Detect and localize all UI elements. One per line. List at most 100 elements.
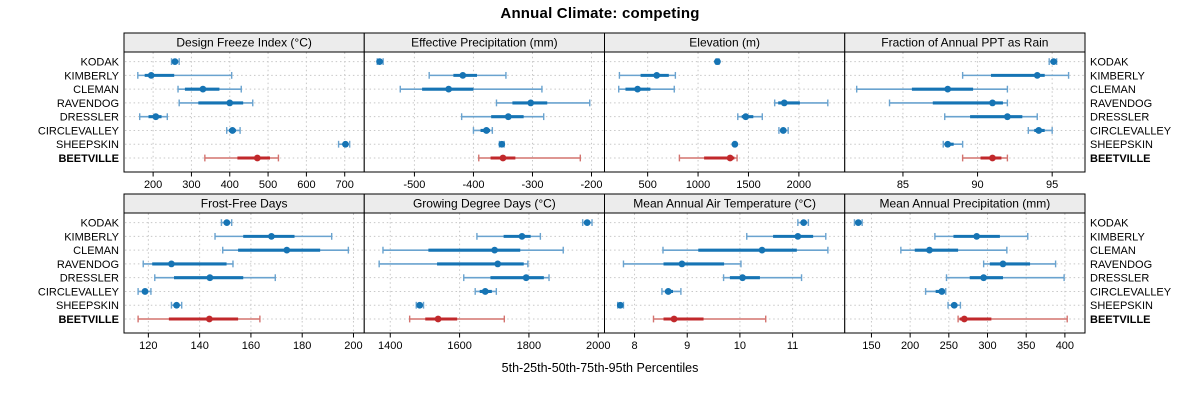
series-sheepskin xyxy=(942,140,964,148)
median-dot xyxy=(342,140,349,148)
tick-label: 600 xyxy=(297,179,315,191)
tick-label: 85 xyxy=(897,179,909,191)
panel-bg xyxy=(604,51,846,173)
series-sheepskin xyxy=(731,140,739,148)
panel-bg xyxy=(604,212,846,334)
median-dot xyxy=(989,154,996,162)
panel-bg xyxy=(363,212,605,334)
series-ravendog xyxy=(495,99,591,107)
median-dot xyxy=(950,301,958,309)
tick-label: -300 xyxy=(521,179,543,191)
median-dot xyxy=(616,301,624,309)
median-dot xyxy=(1050,58,1058,65)
site-label-left: CLEMAN xyxy=(73,245,119,257)
median-dot xyxy=(583,219,591,227)
tick-label: 200 xyxy=(901,340,919,352)
site-label-right: CIRCLEVALLEY xyxy=(1090,286,1172,298)
site-label-left: CIRCLEVALLEY xyxy=(38,125,120,137)
panel-mean-annual-precipitation-mm: Mean Annual Precipitation (mm) 150 200 250 3… xyxy=(844,193,1086,352)
median-dot xyxy=(758,246,766,254)
median-dot xyxy=(726,154,734,162)
series-circlevalley xyxy=(778,127,789,134)
series-cleman xyxy=(900,246,1008,254)
tick-label: 400 xyxy=(221,179,239,191)
site-label-right: BEETVILLE xyxy=(1090,153,1151,165)
median-dot xyxy=(1004,113,1011,121)
tick-label: 500 xyxy=(259,179,277,191)
median-dot xyxy=(253,154,261,162)
tick-label: 2000 xyxy=(787,179,811,191)
site-label-left: KIMBERLY xyxy=(64,231,119,243)
series-cleman xyxy=(177,85,242,93)
median-dot xyxy=(944,140,952,148)
series-kodak xyxy=(1048,58,1058,65)
median-dot xyxy=(739,274,746,282)
site-label-right: KODAK xyxy=(1090,218,1129,230)
median-dot xyxy=(498,140,506,148)
panel-bg xyxy=(844,212,1086,334)
series-circlevalley xyxy=(472,127,494,134)
series-kodak xyxy=(581,219,593,227)
site-label-right: DRESSLER xyxy=(1090,112,1149,124)
tick-label: 1000 xyxy=(686,179,710,191)
median-dot xyxy=(779,127,787,134)
median-dot xyxy=(731,140,739,148)
median-dot xyxy=(980,274,988,282)
site-label-right: CIRCLEVALLEY xyxy=(1090,125,1172,137)
median-dot xyxy=(173,301,180,309)
median-dot xyxy=(141,288,149,295)
series-kimberly xyxy=(137,71,233,79)
tick-label: 250 xyxy=(940,340,958,352)
series-sheepskin xyxy=(616,301,625,309)
median-dot xyxy=(938,288,946,295)
tick-label: 300 xyxy=(978,340,996,352)
median-dot xyxy=(653,71,661,79)
median-dot xyxy=(973,232,981,240)
series-sheepskin xyxy=(498,140,506,148)
median-dot xyxy=(780,99,788,107)
series-beetville xyxy=(478,154,581,162)
strip-title: Mean Annual Precipitation (mm) xyxy=(880,197,1051,211)
series-kodak xyxy=(170,58,180,65)
tick-label: 500 xyxy=(638,179,656,191)
series-dressler xyxy=(737,113,763,121)
panel-bg xyxy=(123,51,365,173)
series-kimberly xyxy=(428,71,507,79)
median-dot xyxy=(223,219,231,227)
tick-label: 300 xyxy=(182,179,200,191)
panel-growing-degree-days-c: Growing Degree Days (°C) 1400 1600 1800 2000 xyxy=(363,193,611,352)
median-dot xyxy=(522,274,530,282)
strip-title: Growing Degree Days (°C) xyxy=(413,197,556,211)
series-cleman xyxy=(382,246,564,254)
median-dot xyxy=(491,246,499,254)
tick-label: 95 xyxy=(1046,179,1058,191)
tick-label: 200 xyxy=(144,179,162,191)
site-label-left: DRESSLER xyxy=(60,273,119,285)
series-dressler xyxy=(463,274,550,282)
series-kimberly xyxy=(618,71,677,79)
median-dot xyxy=(226,99,234,107)
tick-label: 90 xyxy=(971,179,983,191)
series-kodak xyxy=(714,58,721,65)
tick-label: -500 xyxy=(403,179,425,191)
site-label-left: BEETVILLE xyxy=(58,314,119,326)
tick-label: 200 xyxy=(344,340,362,352)
site-label-left: KODAK xyxy=(80,57,119,69)
median-dot xyxy=(944,85,952,93)
panel-bg xyxy=(123,212,365,334)
median-dot xyxy=(152,113,160,121)
site-label-right: SHEEPSKIN xyxy=(1090,139,1153,151)
site-label-right: KODAK xyxy=(1090,57,1129,69)
series-beetville xyxy=(957,315,1068,323)
series-sheepskin xyxy=(170,301,183,309)
median-dot xyxy=(518,232,526,240)
series-beetville xyxy=(961,154,1009,162)
median-dot xyxy=(714,58,721,65)
site-label-left: CIRCLEVALLEY xyxy=(38,286,120,298)
series-circlevalley xyxy=(225,127,241,134)
median-dot xyxy=(168,260,175,268)
median-dot xyxy=(504,113,512,121)
series-sheepskin xyxy=(415,301,425,309)
